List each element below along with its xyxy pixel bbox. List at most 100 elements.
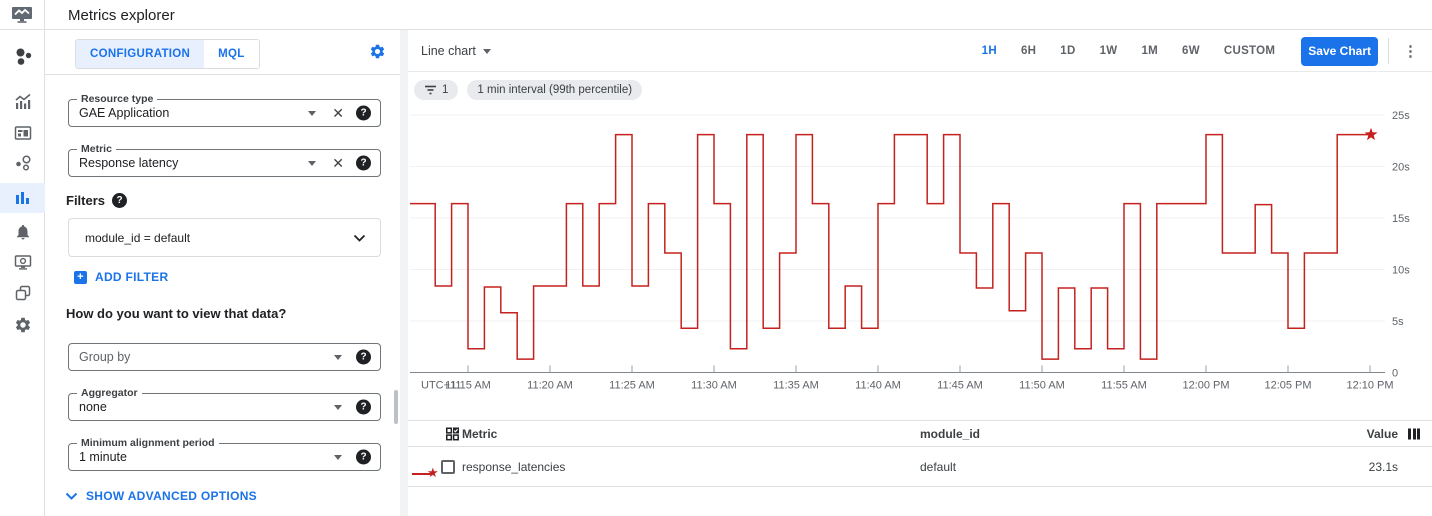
y-tick-label: 5s — [1392, 316, 1404, 328]
nav-overview[interactable] — [0, 42, 45, 72]
aggregator-field[interactable]: Aggregator none ? — [68, 388, 381, 421]
chevron-down-icon — [482, 48, 491, 54]
y-tick-label: 10s — [1392, 265, 1410, 277]
y-tick-label: 0 — [1392, 368, 1398, 380]
x-tick-label: 11:45 AM — [937, 380, 983, 392]
uptime-monitor-icon — [14, 255, 31, 270]
x-tick-label: 12:05 PM — [1264, 380, 1311, 392]
nav-metrics-explorer[interactable] — [0, 183, 45, 213]
x-tick-label: 11:25 AM — [609, 380, 655, 392]
view-data-question: How do you want to view that data? — [66, 306, 287, 321]
group-by-field[interactable]: Group by ? — [68, 343, 381, 371]
page-title: Metrics explorer — [68, 6, 175, 24]
x-tick-label: 11:20 AM — [527, 380, 573, 392]
legend-table-row[interactable]: ★ response_latencies default 23.1s — [408, 447, 1432, 487]
filter-count-chip[interactable]: 1 — [414, 80, 459, 100]
gear-icon — [370, 44, 385, 59]
alignment-period-value: 1 minute — [79, 450, 127, 464]
y-tick-label: 20s — [1392, 162, 1410, 174]
chevron-down-icon[interactable] — [334, 455, 342, 460]
plus-icon: + — [74, 270, 87, 284]
monitoring-logo-icon — [12, 7, 32, 23]
config-scrollbar[interactable] — [394, 390, 398, 424]
x-tick-label: 12:10 PM — [1346, 380, 1393, 392]
help-icon[interactable]: ? — [356, 155, 371, 171]
latency-chart[interactable]: 25s 20s 15s 10s 5s 0 11:15 AM 11:20 AM 11:25 AM 1… — [408, 104, 1432, 400]
clear-icon[interactable]: ✕ — [332, 155, 344, 171]
time-range-custom[interactable]: CUSTOM — [1212, 39, 1287, 63]
columns-icon[interactable] — [1408, 428, 1420, 439]
column-header-value[interactable]: Value — [1366, 426, 1398, 441]
clear-icon[interactable]: ✕ — [332, 105, 344, 121]
time-range-1w[interactable]: 1W — [1088, 39, 1130, 63]
resource-type-value: GAE Application — [79, 106, 170, 120]
show-advanced-options-button[interactable]: SHOW ADVANCED OPTIONS — [65, 489, 257, 503]
nav-dashboards[interactable] — [0, 118, 45, 148]
latency-series-line — [410, 133, 1370, 360]
filter-chip-module-id[interactable]: module_id = default — [68, 218, 381, 257]
y-tick-label: 15s — [1392, 213, 1410, 225]
metrics-trend-icon — [14, 93, 31, 109]
metrics-explorer-icon — [15, 192, 29, 204]
time-range-1m[interactable]: 1M — [1129, 39, 1170, 63]
select-metrics-icon[interactable] — [446, 427, 459, 440]
column-header-metric[interactable]: Metric — [462, 426, 498, 441]
metric-field[interactable]: Metric Response latency ✕ ? — [68, 144, 381, 177]
help-icon[interactable]: ? — [112, 193, 128, 208]
metric-label: Metric — [77, 144, 116, 155]
chevron-down-icon[interactable] — [334, 405, 342, 410]
aggregator-value: none — [79, 400, 107, 414]
resource-type-field[interactable]: Resource type GAE Application ✕ ? — [68, 94, 381, 127]
time-range-1h[interactable]: 1H — [970, 39, 1009, 63]
chevron-down-icon — [353, 234, 366, 242]
column-header-module-id[interactable]: module_id — [920, 426, 981, 441]
settings-gear-icon — [15, 317, 30, 333]
interval-chip[interactable]: 1 min interval (99th percentile) — [467, 80, 643, 100]
aggregator-label: Aggregator — [77, 388, 142, 399]
add-filter-button[interactable]: + ADD FILTER — [74, 270, 168, 284]
x-tick-label: 11:35 AM — [773, 380, 819, 392]
groups-icon — [15, 285, 30, 301]
nav-groups[interactable] — [0, 278, 45, 308]
services-icon — [15, 155, 31, 171]
time-range-6h[interactable]: 6H — [1009, 39, 1048, 63]
chart-header: Line chart 1H 6H 1D 1W 1M 6W CUSTOM Save… — [408, 30, 1432, 72]
config-tabstrip: CONFIGURATION MQL — [45, 30, 400, 75]
overview-icon — [16, 48, 31, 65]
config-tab-group: CONFIGURATION MQL — [75, 39, 260, 69]
time-range-1d[interactable]: 1D — [1048, 39, 1087, 63]
nav-settings[interactable] — [0, 310, 45, 340]
x-tick-label: 11:50 AM — [1019, 380, 1065, 392]
chevron-down-icon[interactable] — [308, 111, 316, 116]
chevron-down-icon[interactable] — [334, 355, 342, 360]
tab-mql[interactable]: MQL — [204, 40, 259, 68]
alerting-bell-icon — [16, 224, 29, 240]
row-checkbox[interactable] — [441, 459, 455, 474]
resource-type-label: Resource type — [77, 94, 158, 105]
metric-value: Response latency — [79, 156, 179, 170]
top-bar: Metrics explorer — [0, 0, 1432, 30]
save-chart-button[interactable]: Save Chart — [1301, 36, 1378, 66]
alignment-period-field[interactable]: Minimum alignment period 1 minute ? — [68, 438, 381, 471]
config-settings-button[interactable] — [369, 43, 386, 63]
nav-alerting[interactable] — [0, 217, 45, 247]
chip-row: 1 1 min interval (99th percentile) — [414, 80, 643, 100]
chevron-down-icon[interactable] — [308, 161, 316, 166]
monitoring-logo-cell[interactable] — [0, 0, 45, 30]
more-options-kebab-icon[interactable]: ⋮ — [1388, 38, 1424, 64]
chart-type-dropdown[interactable]: Line chart — [421, 30, 491, 72]
tab-configuration[interactable]: CONFIGURATION — [76, 40, 205, 68]
help-icon[interactable]: ? — [356, 399, 371, 415]
nav-uptime-checks[interactable] — [0, 247, 45, 277]
time-range-6w[interactable]: 6W — [1170, 39, 1212, 63]
dashboards-icon — [14, 126, 31, 140]
latest-value-star-icon — [1364, 127, 1378, 141]
series-star-icon: ★ — [427, 464, 439, 480]
x-tick-label: 11:15 AM — [445, 380, 491, 392]
nav-metrics[interactable] — [0, 87, 45, 117]
help-icon[interactable]: ? — [356, 449, 371, 465]
nav-services[interactable] — [0, 148, 45, 178]
help-icon[interactable]: ? — [356, 349, 371, 365]
help-icon[interactable]: ? — [356, 105, 371, 121]
